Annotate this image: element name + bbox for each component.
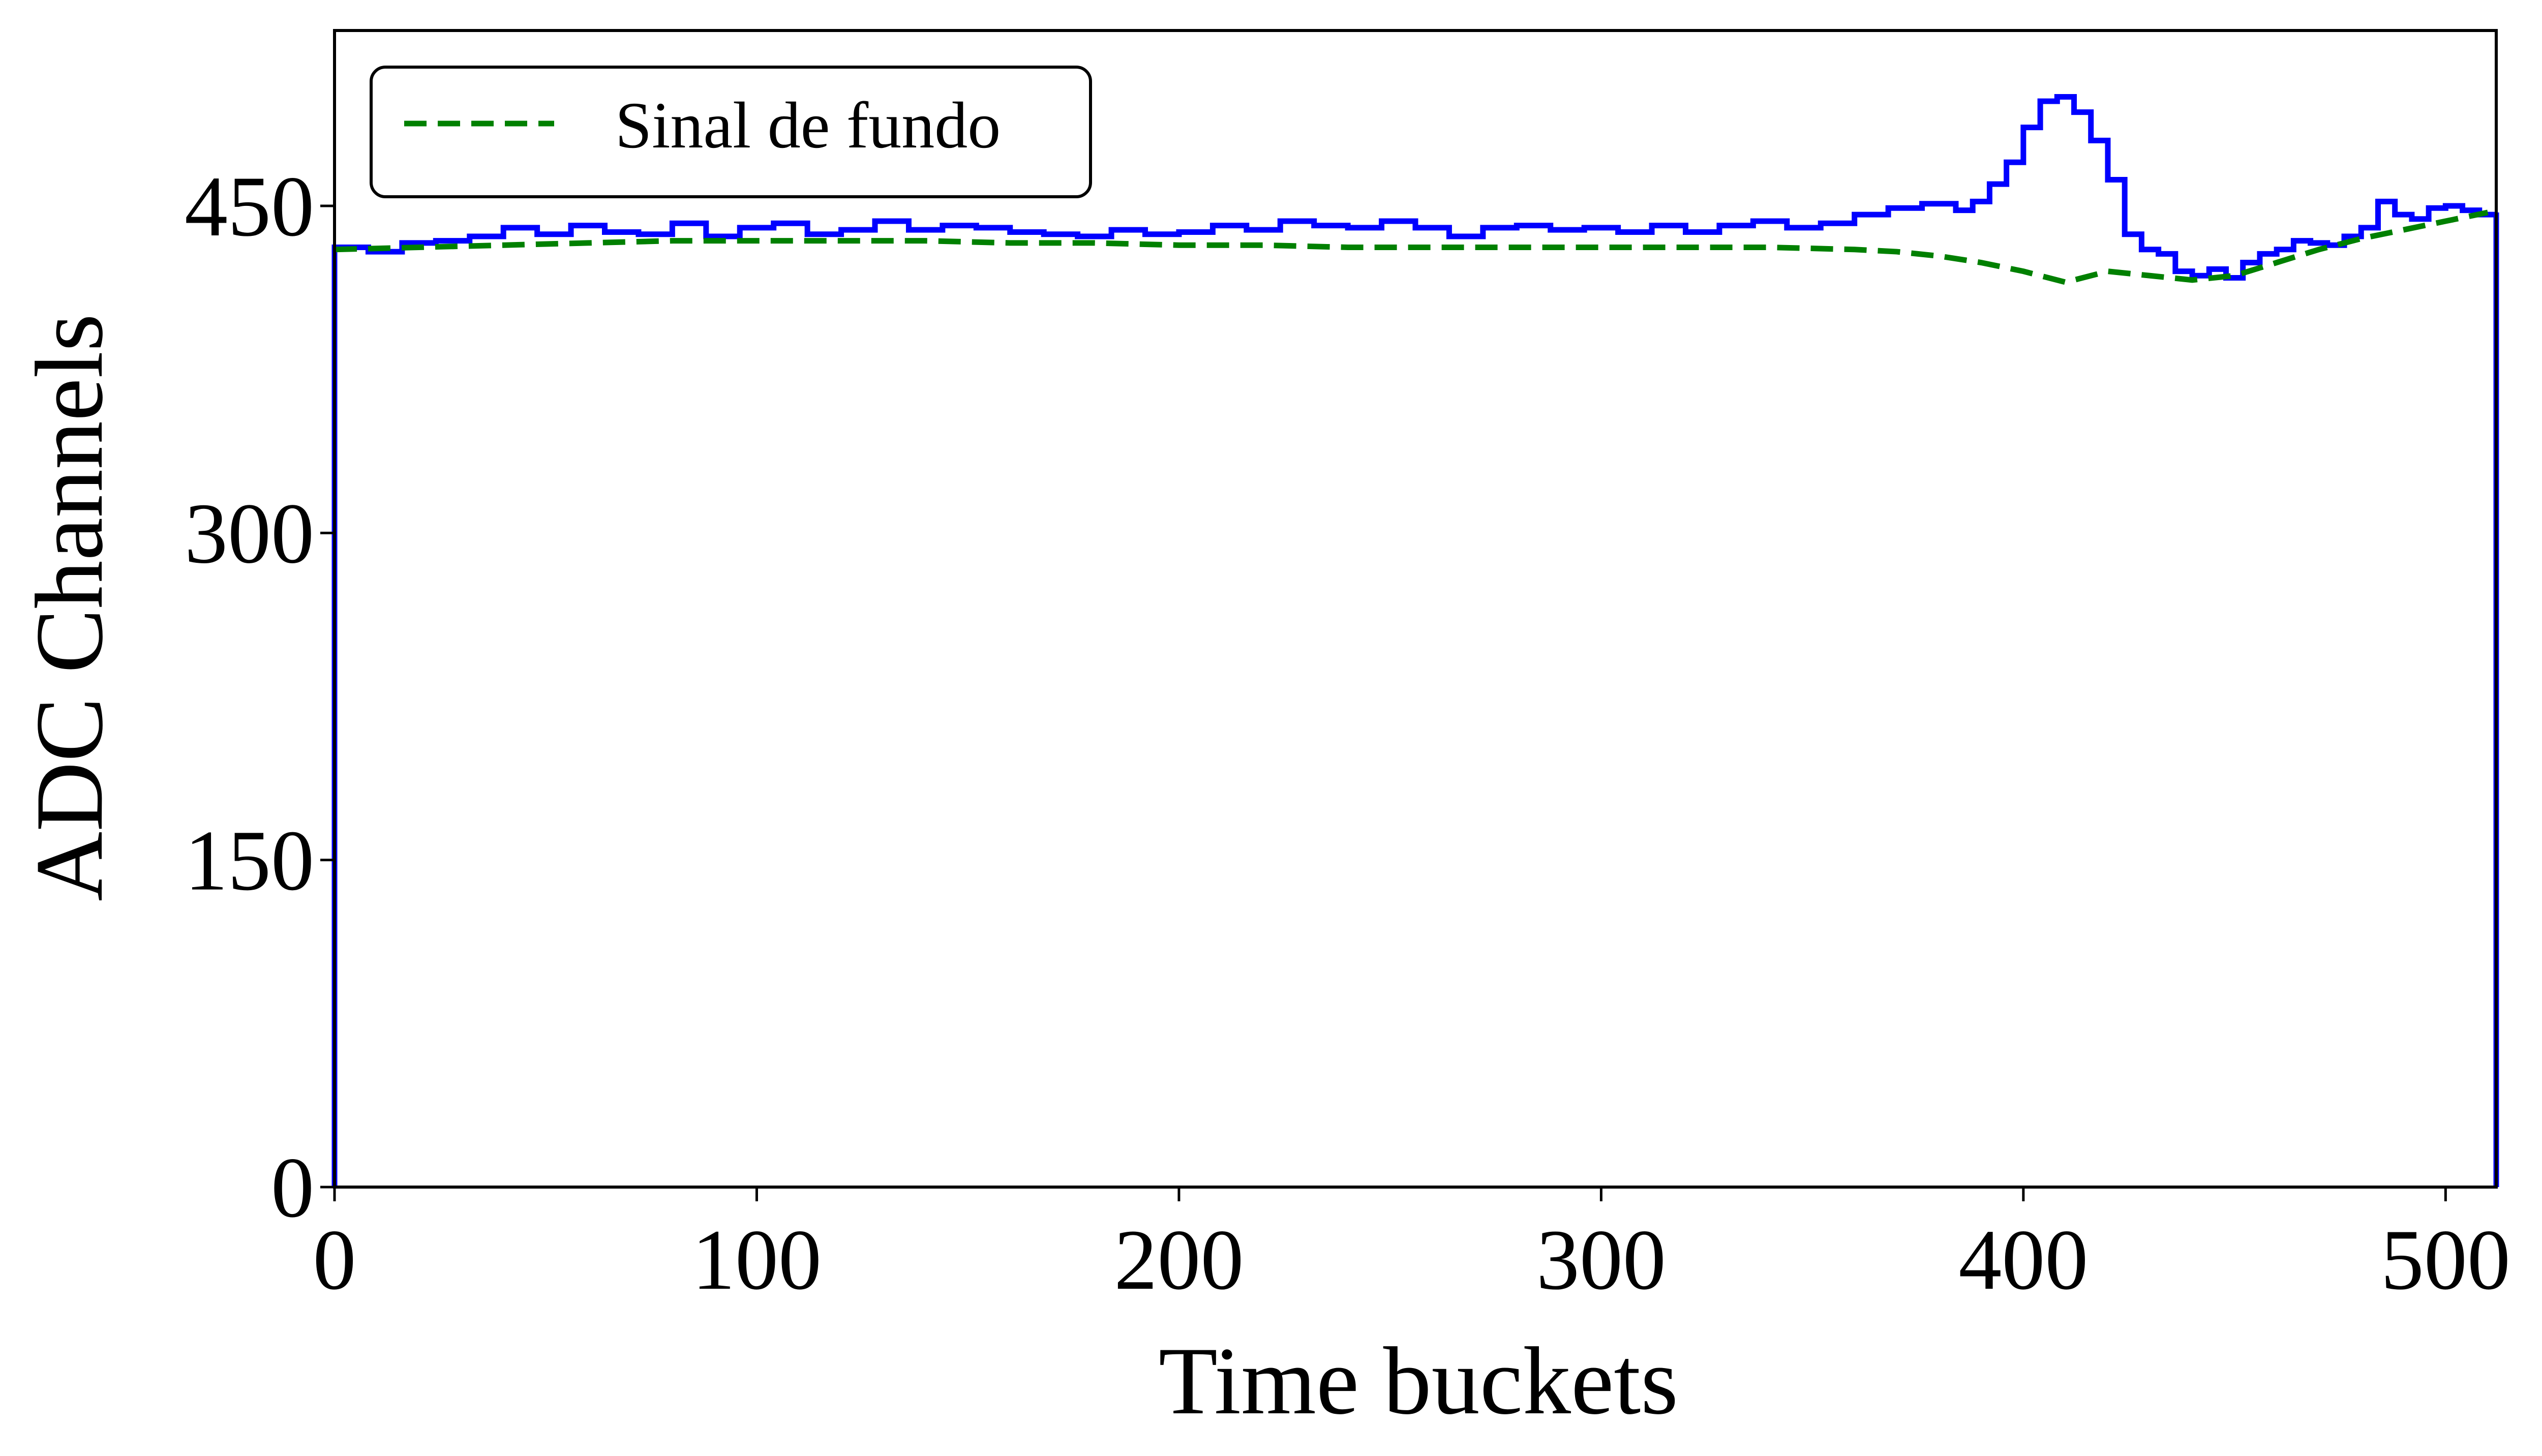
- labels-layer: 0 100 200 300 400 500 0 150 300 450: [185, 159, 2510, 1308]
- axes-layer: [320, 29, 2498, 1201]
- y-tick-label: 0: [271, 1140, 314, 1235]
- x-tick-label: 0: [313, 1212, 356, 1308]
- y-tick-label: 150: [185, 813, 314, 908]
- x-tick-label: 500: [2381, 1212, 2510, 1308]
- legend: Sinal de fundo: [370, 66, 1092, 198]
- legend-box: [370, 66, 1092, 198]
- y-axis-title: ADC Channels: [16, 314, 123, 901]
- plot-frame: [333, 29, 2498, 1189]
- y-tick-label: 450: [185, 159, 314, 254]
- x-axis-title: Time buckets: [1159, 1328, 1678, 1435]
- series-background-signal-line: [334, 209, 2489, 285]
- y-tick-label: 300: [185, 486, 314, 581]
- x-tick-label: 400: [1958, 1212, 2088, 1308]
- x-tick-label: 200: [1114, 1212, 1244, 1308]
- series-layer: [331, 94, 2499, 1187]
- x-tick-label: 300: [1536, 1212, 1666, 1308]
- series-adc-signal-line: [331, 94, 2499, 1187]
- x-tick-label: 100: [692, 1212, 822, 1308]
- legend-label-background-signal: Sinal de fundo: [615, 89, 1001, 162]
